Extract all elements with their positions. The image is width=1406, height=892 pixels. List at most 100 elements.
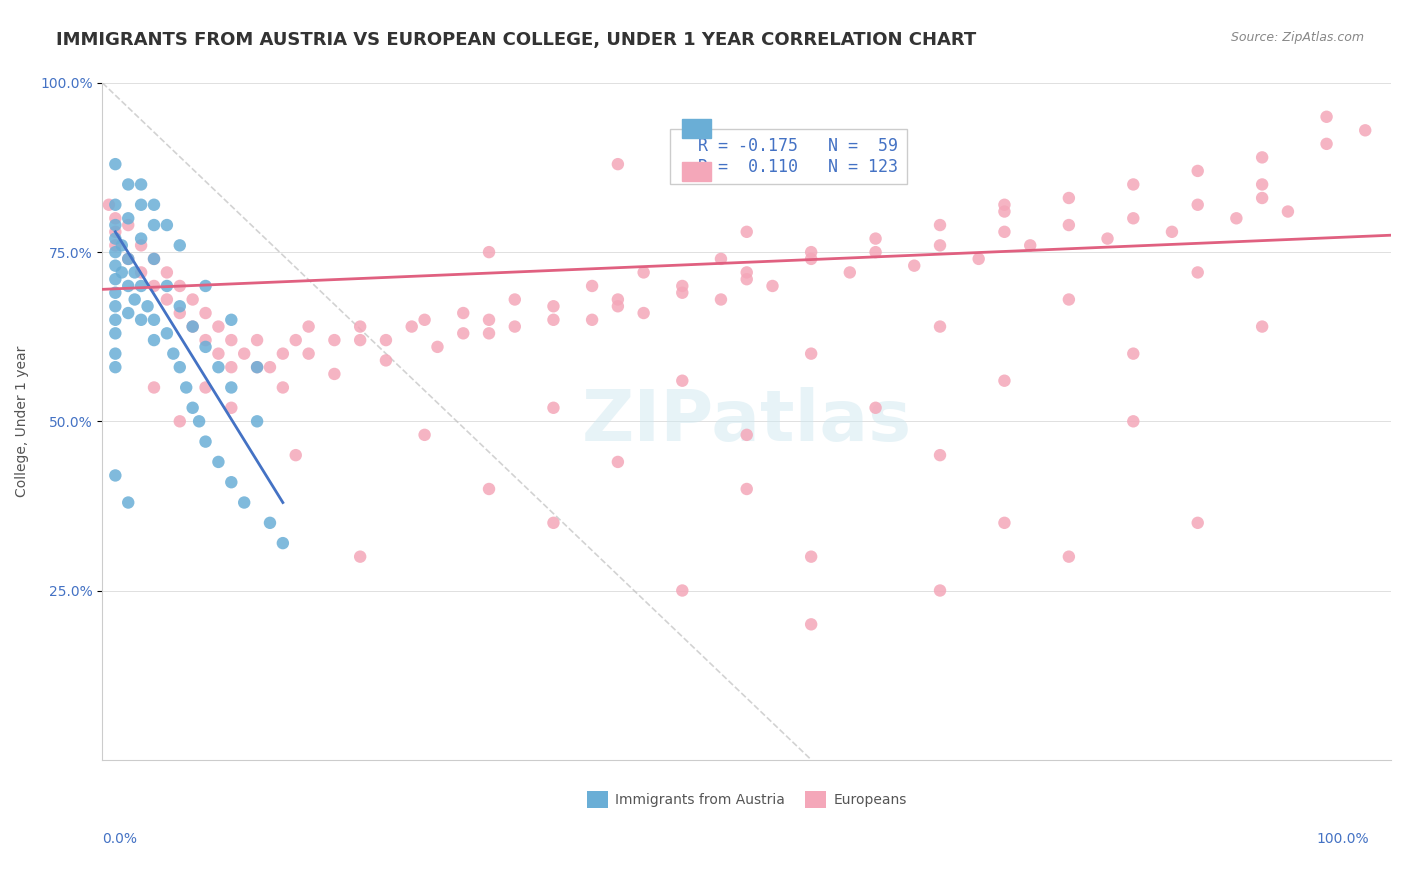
Point bbox=[221, 380, 243, 394]
Point bbox=[426, 340, 449, 354]
Point bbox=[735, 482, 758, 496]
Point bbox=[993, 204, 1015, 219]
Point bbox=[1057, 293, 1080, 307]
Point bbox=[221, 313, 243, 327]
Point bbox=[1316, 110, 1339, 124]
Point bbox=[104, 157, 127, 171]
Point bbox=[124, 293, 146, 307]
Point bbox=[1122, 211, 1144, 226]
Point bbox=[993, 516, 1015, 530]
Point bbox=[117, 211, 139, 226]
Point bbox=[246, 360, 269, 375]
Point bbox=[104, 326, 127, 341]
Point bbox=[194, 333, 217, 347]
Point bbox=[117, 252, 139, 266]
Point bbox=[246, 414, 269, 428]
Point bbox=[129, 313, 152, 327]
Point bbox=[207, 319, 229, 334]
Text: 0.0%: 0.0% bbox=[103, 832, 136, 846]
Point bbox=[259, 516, 281, 530]
Point bbox=[903, 259, 925, 273]
Point bbox=[104, 218, 127, 232]
Point bbox=[143, 252, 166, 266]
Point bbox=[117, 279, 139, 293]
Legend: Immigrants from Austria, Europeans: Immigrants from Austria, Europeans bbox=[581, 786, 912, 814]
Point bbox=[143, 279, 166, 293]
Text: IMMIGRANTS FROM AUSTRIA VS EUROPEAN COLLEGE, UNDER 1 YEAR CORRELATION CHART: IMMIGRANTS FROM AUSTRIA VS EUROPEAN COLL… bbox=[56, 31, 977, 49]
Point bbox=[129, 198, 152, 212]
Point bbox=[156, 218, 179, 232]
Text: R = -0.175   N =  59
  R =  0.110   N = 123: R = -0.175 N = 59 R = 0.110 N = 123 bbox=[679, 137, 898, 176]
Point bbox=[221, 333, 243, 347]
Point bbox=[169, 360, 191, 375]
Point bbox=[188, 414, 211, 428]
Point bbox=[104, 245, 127, 260]
Point bbox=[503, 293, 526, 307]
Point bbox=[129, 265, 152, 279]
Point bbox=[156, 293, 179, 307]
Point bbox=[374, 333, 396, 347]
Point bbox=[104, 231, 127, 245]
Point bbox=[129, 279, 152, 293]
Point bbox=[349, 319, 371, 334]
Point bbox=[735, 427, 758, 442]
Point bbox=[271, 346, 294, 360]
Point bbox=[1251, 150, 1274, 164]
Point bbox=[124, 265, 146, 279]
Point bbox=[993, 198, 1015, 212]
Point bbox=[865, 401, 887, 415]
Point bbox=[543, 401, 565, 415]
Point bbox=[401, 319, 423, 334]
Point bbox=[1161, 225, 1184, 239]
Point bbox=[143, 333, 166, 347]
Point bbox=[478, 245, 501, 260]
Point bbox=[1187, 164, 1209, 178]
Point bbox=[117, 495, 139, 509]
Point bbox=[207, 346, 229, 360]
Text: 100.0%: 100.0% bbox=[1316, 832, 1369, 846]
Point bbox=[181, 401, 204, 415]
Point bbox=[143, 252, 166, 266]
Point bbox=[800, 252, 823, 266]
Bar bbox=[682, 161, 710, 181]
Point bbox=[162, 346, 184, 360]
Point bbox=[194, 380, 217, 394]
Point bbox=[104, 259, 127, 273]
Point bbox=[1057, 549, 1080, 564]
Point bbox=[156, 265, 179, 279]
Point bbox=[233, 346, 256, 360]
Bar bbox=[682, 119, 710, 138]
Point bbox=[143, 380, 166, 394]
Point bbox=[1251, 178, 1274, 192]
Point bbox=[117, 178, 139, 192]
Point bbox=[735, 265, 758, 279]
Point bbox=[284, 448, 307, 462]
Point bbox=[104, 313, 127, 327]
Point bbox=[671, 583, 693, 598]
Point bbox=[478, 313, 501, 327]
Point bbox=[451, 306, 474, 320]
Point bbox=[671, 374, 693, 388]
Point bbox=[323, 333, 346, 347]
Point bbox=[993, 374, 1015, 388]
Point bbox=[1122, 178, 1144, 192]
Point bbox=[169, 238, 191, 252]
Point bbox=[1019, 238, 1042, 252]
Point bbox=[710, 252, 733, 266]
Point bbox=[129, 238, 152, 252]
Point bbox=[169, 279, 191, 293]
Point bbox=[207, 360, 229, 375]
Point bbox=[761, 279, 783, 293]
Point bbox=[174, 380, 197, 394]
Point bbox=[136, 299, 159, 313]
Point bbox=[838, 265, 860, 279]
Point bbox=[104, 238, 127, 252]
Point bbox=[503, 319, 526, 334]
Point bbox=[271, 380, 294, 394]
Point bbox=[1316, 136, 1339, 151]
Point bbox=[143, 313, 166, 327]
Point bbox=[156, 279, 179, 293]
Point bbox=[194, 340, 217, 354]
Point bbox=[478, 482, 501, 496]
Point bbox=[143, 198, 166, 212]
